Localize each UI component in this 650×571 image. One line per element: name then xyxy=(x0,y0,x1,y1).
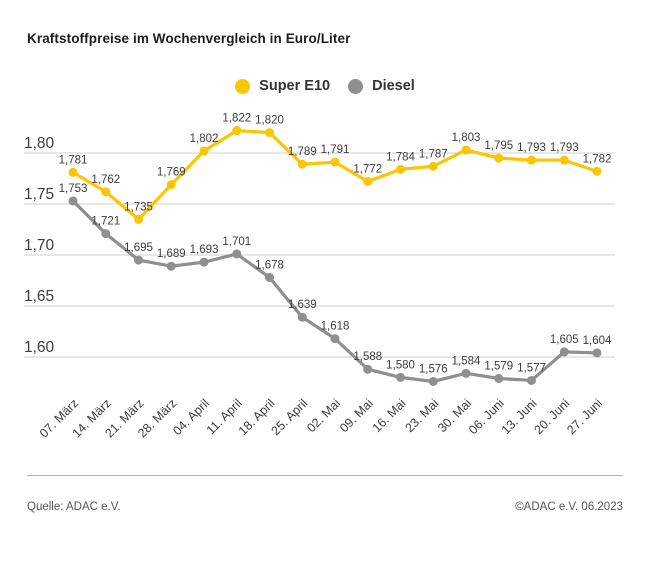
data-point xyxy=(592,348,602,358)
data-value-label: 1,579 xyxy=(484,360,513,372)
data-value-label: 1,782 xyxy=(583,153,612,165)
data-point xyxy=(461,368,471,378)
data-value-label: 1,693 xyxy=(190,244,219,256)
data-point xyxy=(166,261,176,271)
footer: Quelle: ADAC e.V. ©ADAC e.V. 06.2023 xyxy=(27,501,623,513)
x-axis-label: 23. Mai xyxy=(402,396,441,435)
data-point xyxy=(330,157,340,167)
data-value-label: 1,789 xyxy=(288,146,317,158)
x-axis-label: 13. Juni xyxy=(499,396,540,437)
data-value-label: 1,689 xyxy=(157,248,186,260)
data-value-label: 1,762 xyxy=(91,174,120,186)
data-value-label: 1,695 xyxy=(124,242,153,254)
x-axis-label: 04. April xyxy=(170,396,212,438)
data-value-label: 1,822 xyxy=(222,113,251,125)
data-point xyxy=(166,180,176,190)
data-point xyxy=(232,249,242,259)
source-note: Quelle: ADAC e.V. xyxy=(27,501,121,513)
data-point xyxy=(134,214,143,224)
data-value-label: 1,577 xyxy=(517,362,546,374)
data-point xyxy=(527,375,536,385)
y-axis-tick-label: 1,80 xyxy=(24,135,55,152)
series-line-diesel xyxy=(71,199,599,384)
legend-item-super-e10: Super E10 xyxy=(235,78,330,94)
data-value-label: 1,769 xyxy=(157,167,186,179)
footer-divider xyxy=(27,475,623,476)
data-value-label: 1,787 xyxy=(419,148,448,160)
chart-legend: Super E10 Diesel xyxy=(0,78,650,94)
chart-title: Kraftstoffpreise im Wochenvergleich in E… xyxy=(27,31,351,46)
y-axis-tick-label: 1,65 xyxy=(24,288,54,305)
data-point xyxy=(101,229,111,239)
y-axis-tick-label: 1,60 xyxy=(24,339,55,356)
copyright-note: ©ADAC e.V. 06.2023 xyxy=(515,501,623,513)
x-axis-label: 25. April xyxy=(269,396,311,438)
data-point xyxy=(527,155,536,165)
data-point xyxy=(494,153,504,163)
data-point xyxy=(199,257,209,267)
data-point xyxy=(265,128,274,138)
data-value-label: 1,781 xyxy=(59,154,88,166)
x-axis-label: 02. Mai xyxy=(304,396,343,435)
data-point xyxy=(559,347,569,357)
data-value-label: 1,772 xyxy=(353,164,382,176)
data-point xyxy=(134,255,143,265)
data-point xyxy=(297,159,307,169)
y-axis-tick-label: 1,70 xyxy=(24,237,55,254)
x-axis-label: 06. Juni xyxy=(466,396,507,437)
x-axis-label: 09. Mai xyxy=(337,396,376,435)
data-point xyxy=(68,196,78,206)
data-value-label: 1,820 xyxy=(255,115,284,127)
x-axis-label: 20. Juni xyxy=(532,396,573,437)
data-point xyxy=(592,166,602,176)
data-value-label: 1,753 xyxy=(59,183,88,195)
data-point xyxy=(297,312,307,322)
data-value-label: 1,803 xyxy=(452,132,481,144)
data-point xyxy=(232,126,242,136)
x-axis-label: 16. Mai xyxy=(370,396,409,435)
data-value-label: 1,618 xyxy=(321,321,350,333)
legend-item-diesel: Diesel xyxy=(348,78,415,94)
data-value-label: 1,793 xyxy=(550,142,579,154)
data-point xyxy=(101,187,111,197)
data-value-label: 1,576 xyxy=(419,363,448,375)
y-axis-tick-label: 1,75 xyxy=(24,186,54,203)
data-value-label: 1,678 xyxy=(255,259,284,271)
data-point xyxy=(265,272,274,282)
data-point xyxy=(559,155,569,165)
data-value-label: 1,735 xyxy=(124,201,153,213)
data-point xyxy=(396,164,405,174)
data-point xyxy=(68,167,78,177)
data-point xyxy=(363,177,373,187)
data-value-label: 1,793 xyxy=(517,142,546,154)
data-value-label: 1,784 xyxy=(386,151,415,163)
data-point xyxy=(396,372,405,382)
data-value-label: 1,604 xyxy=(583,335,612,347)
data-value-label: 1,701 xyxy=(222,236,251,248)
data-value-label: 1,584 xyxy=(452,355,481,367)
data-point xyxy=(199,146,209,156)
data-value-label: 1,639 xyxy=(288,299,317,311)
data-point xyxy=(330,334,340,344)
data-value-label: 1,791 xyxy=(321,144,350,156)
data-value-label: 1,605 xyxy=(550,334,579,346)
data-point xyxy=(428,161,438,171)
legend-swatch-icon xyxy=(348,78,364,94)
data-point xyxy=(494,373,504,383)
data-value-label: 1,795 xyxy=(484,140,513,152)
legend-swatch-icon xyxy=(235,78,251,94)
data-value-label: 1,580 xyxy=(386,359,415,371)
data-value-label: 1,588 xyxy=(353,351,382,363)
data-point xyxy=(428,376,438,386)
data-point xyxy=(461,145,471,155)
x-axis-label: 27. Juni xyxy=(564,396,605,437)
data-point xyxy=(363,364,373,374)
legend-item-label: Diesel xyxy=(372,78,415,94)
data-value-label: 1,802 xyxy=(190,133,219,145)
legend-item-label: Super E10 xyxy=(259,78,331,94)
data-value-label: 1,721 xyxy=(91,216,120,228)
